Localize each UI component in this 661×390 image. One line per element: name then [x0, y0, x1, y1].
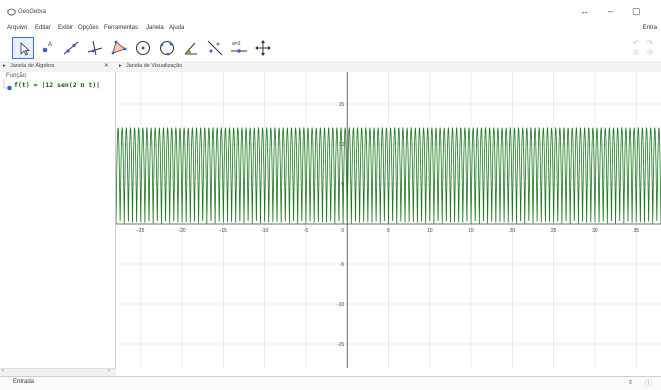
angle-icon [184, 42, 197, 55]
algebra-close-icon[interactable]: ✕ [104, 63, 109, 69]
redo-icon[interactable]: ↷ [647, 40, 653, 47]
polygon-tool-button[interactable] [108, 37, 130, 59]
x-tick-label: -15 [220, 228, 227, 234]
perpendicular-line-icon [87, 40, 103, 56]
algebra-collapse-icon[interactable]: ▸ [3, 63, 6, 69]
move-tool-button[interactable] [12, 37, 34, 59]
menu-arquivo[interactable]: Arquivo [7, 25, 28, 31]
move-view-tool-button[interactable] [252, 37, 274, 59]
y-tick-label: 15 [339, 102, 345, 108]
circle-three-points-icon [160, 41, 174, 56]
slider-icon: a=2 [231, 41, 247, 53]
svg-text:A: A [48, 42, 52, 48]
y-tick-label: -10 [337, 302, 344, 308]
algebra-horizontal-scrollbar[interactable]: ‹ › [0, 368, 116, 376]
input-options-icon[interactable]: ⇕ [628, 380, 634, 386]
title-bar [0, 0, 661, 22]
undo-redo-group: ↶ ↷ ◎ ◎ [629, 37, 659, 59]
menu-opcoes[interactable]: Opções [78, 25, 99, 31]
origin-label: 0 [341, 228, 344, 234]
category-label: Função [6, 73, 27, 79]
input-bar-label: Entrada [13, 379, 35, 385]
move-view-arrows-icon [255, 40, 271, 56]
function-plot[interactable]: -25 -20 -15 -10 -5 5 10 15 20 25 30 35 15 10 5 -5 -10 -15… [116, 72, 661, 368]
menu-ferramentas[interactable]: Ferramentas [104, 25, 139, 31]
reflect-line-icon [207, 40, 223, 56]
point-icon: A [42, 42, 52, 53]
scroll-right-icon[interactable]: › [108, 368, 110, 374]
algebra-view-title: Janela de Álgebra [10, 63, 55, 69]
x-tick-label: 30 [592, 228, 598, 234]
x-tick-label: 10 [427, 228, 433, 234]
curve [116, 126, 661, 225]
help-icon[interactable]: ◎ [633, 49, 640, 56]
x-tick-label: 15 [468, 228, 474, 234]
graphics-view[interactable]: -25 -20 -15 -10 -5 5 10 15 20 25 30 35 15 10 5 -5 -10 -15… [116, 72, 661, 368]
line-tool-button[interactable] [60, 37, 82, 59]
y-tick-label: -5 [340, 262, 345, 268]
input-help-icon[interactable]: ⓘ [645, 380, 652, 387]
menu-bar [0, 22, 661, 34]
settings-icon[interactable]: ◎ [647, 49, 654, 56]
graphics-view-title: Janela de Visualização [126, 63, 183, 69]
tick-labels: -25 -20 -15 -10 -5 5 10 15 20 25 30 35 15 10 5 -5 -10 -15… [137, 102, 639, 348]
x-tick-label: -10 [261, 228, 268, 234]
x-tick-label: 20 [510, 228, 516, 234]
input-toggle-label[interactable]: Entra [642, 25, 657, 31]
perpendicular-tool-button[interactable] [84, 37, 106, 59]
x-tick-label: -5 [304, 228, 309, 234]
maximize-button[interactable]: ▢ [632, 6, 641, 16]
point-tool-button[interactable]: A [36, 37, 58, 59]
x-tick-label: 35 [633, 228, 639, 234]
graphics-collapse-icon[interactable]: ▸ [119, 63, 122, 69]
angle-tool-button[interactable] [180, 37, 202, 59]
scroll-left-icon[interactable]: ‹ [2, 368, 4, 374]
y-tick-label: 10 [339, 142, 345, 148]
minimize-button[interactable]: – [608, 6, 614, 16]
circle-three-points-tool-button[interactable] [156, 37, 178, 59]
restore-arrows-button[interactable]: ↔ [580, 6, 589, 16]
function-curve [116, 126, 661, 225]
x-tick-label: -20 [178, 228, 185, 234]
slider-tool-button[interactable]: a=2 [228, 37, 250, 59]
circle-center-icon [136, 41, 150, 55]
x-tick-label: 5 [387, 228, 390, 234]
reflect-tool-button[interactable] [204, 37, 226, 59]
algebra-view: Função f(t) = |12 sen(2 π t)| [0, 72, 116, 368]
geogebra-logo-icon [7, 8, 16, 16]
tree-connector-icon [3, 79, 12, 91]
input-bar[interactable] [0, 376, 661, 390]
x-tick-label: -25 [137, 228, 144, 234]
function-entry[interactable]: f(t) = |12 sen(2 π t)| [14, 81, 101, 89]
x-tick-label: 25 [551, 228, 557, 234]
svg-text:a=2: a=2 [232, 41, 241, 47]
y-tick-label: -15 [337, 342, 344, 348]
line-icon [63, 41, 79, 55]
window-title: GeoGebra [18, 9, 47, 15]
circle-tool-button[interactable] [132, 37, 154, 59]
y-tick-label: 5 [341, 182, 344, 188]
polygon-icon [111, 40, 127, 55]
menu-exibir[interactable]: Exibir [58, 25, 74, 31]
move-cursor-icon [20, 42, 31, 56]
menu-ajuda[interactable]: Ajuda [169, 25, 185, 31]
menu-editar[interactable]: Editar [35, 25, 51, 31]
undo-icon[interactable]: ↶ [633, 40, 639, 47]
menu-janela[interactable]: Janela [146, 25, 164, 31]
